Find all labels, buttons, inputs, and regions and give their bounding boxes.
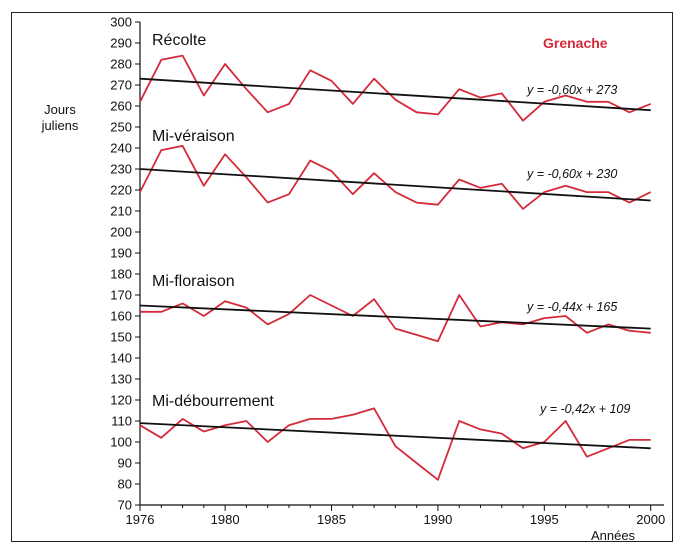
y-tick-label-250: 250: [110, 120, 132, 135]
equation-mi-floraison: y = -0,44x + 165: [526, 300, 617, 314]
series-label-mi-debourrement: Mi-débourrement: [152, 393, 274, 410]
series-layer: [139, 54, 652, 481]
trend-line-recolte: [139, 77, 651, 112]
x-tick-label-1985: 1985: [317, 512, 346, 527]
y-tick-label-80: 80: [118, 477, 132, 492]
y-tick-label-230: 230: [110, 162, 132, 177]
y-tick-label-290: 290: [110, 36, 132, 51]
trend-line-mi-veraison: [139, 168, 651, 202]
y-tick-label-160: 160: [110, 309, 132, 324]
x-tick-label-1995: 1995: [530, 512, 559, 527]
y-tick-label-260: 260: [110, 99, 132, 114]
chart-title: Grenache: [543, 35, 608, 51]
series-line-mi-debourrement: [139, 407, 651, 481]
y-tick-label-220: 220: [110, 183, 132, 198]
y-tick-label-110: 110: [111, 414, 132, 429]
y-tick-label-190: 190: [110, 246, 132, 261]
y-axis-title-line-2: juliens: [41, 118, 79, 133]
equation-mi-veraison: y = -0,60x + 230: [526, 167, 617, 181]
trend-line-mi-debourrement: [139, 422, 651, 450]
y-axis-title-line-1: Jours: [44, 102, 76, 117]
equation-mi-debourrement: y = -0,42x + 109: [539, 402, 630, 416]
labels-layer: Grenache Jours juliens Années Récolte y …: [41, 32, 636, 543]
chart-frame: [11, 12, 673, 542]
y-tick-label-200: 200: [110, 225, 132, 240]
x-tick-label-2000: 2000: [636, 512, 665, 527]
y-tick-label-120: 120: [110, 393, 132, 408]
x-tick-label-1980: 1980: [211, 512, 240, 527]
trend-line-mi-floraison: [139, 304, 651, 330]
y-tick-label-140: 140: [110, 351, 132, 366]
x-axis-title: Années: [591, 528, 636, 543]
y-tick-label-280: 280: [110, 57, 132, 72]
series-label-recolte: Récolte: [152, 32, 206, 49]
y-tick-label-90: 90: [118, 456, 132, 471]
series-line-mi-veraison: [139, 144, 652, 210]
y-tick-label-100: 100: [110, 435, 132, 450]
series-label-mi-floraison: Mi-floraison: [152, 273, 235, 290]
y-tick-label-170: 170: [110, 288, 132, 303]
series-line-mi-floraison: [140, 294, 651, 343]
y-tick-label-270: 270: [110, 78, 132, 93]
y-tick-label-210: 210: [110, 204, 132, 219]
y-tick-label-180: 180: [110, 267, 132, 282]
y-tick-label-300: 300: [110, 15, 132, 30]
x-tick-label-1990: 1990: [423, 512, 452, 527]
y-tick-label-70: 70: [118, 498, 132, 513]
x-tick-label-1976: 1976: [126, 512, 155, 527]
series-line-recolte: [139, 54, 652, 122]
y-tick-label-240: 240: [110, 141, 132, 156]
axes: 70 80 90 100 110 120 130 140 150 160 170 180 190 200 2…: [110, 15, 665, 528]
equation-recolte: y = -0,60x + 273: [526, 83, 617, 97]
y-tick-label-150: 150: [110, 330, 132, 345]
series-label-mi-veraison: Mi-véraison: [152, 128, 235, 145]
y-tick-label-130: 130: [110, 372, 132, 387]
